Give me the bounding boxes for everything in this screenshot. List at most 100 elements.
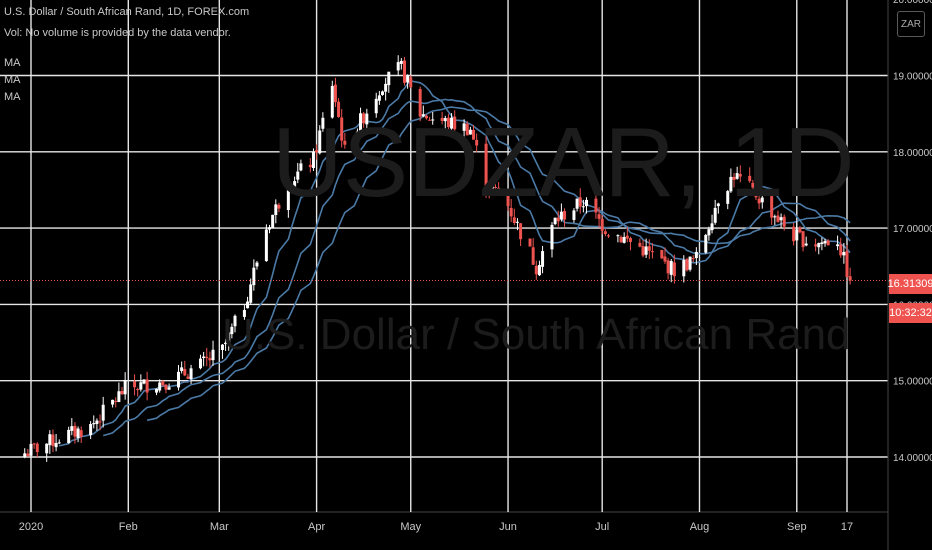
indicator-label-ma-1[interactable]: MA xyxy=(4,57,21,69)
candle-body xyxy=(67,429,71,443)
indicator-label-ma-2[interactable]: MA xyxy=(4,74,21,86)
candle-body xyxy=(79,430,83,437)
candle-body xyxy=(123,380,127,395)
candle-body xyxy=(189,368,193,380)
candle-body xyxy=(246,301,250,309)
x-tick-label: May xyxy=(400,521,421,533)
candle-body xyxy=(136,389,140,391)
candle-body xyxy=(581,206,585,208)
x-tick-label: Mar xyxy=(210,521,229,533)
candle-body xyxy=(293,181,297,187)
candle-body xyxy=(35,443,39,453)
candle-body xyxy=(227,332,231,343)
candle-body xyxy=(211,349,215,361)
candle-body xyxy=(264,229,268,262)
candle-body xyxy=(158,382,162,391)
x-tick-label: Jun xyxy=(499,521,517,533)
candle-body xyxy=(616,235,620,237)
candle-body xyxy=(352,140,356,144)
candle-body xyxy=(660,249,664,259)
candle-body xyxy=(202,356,206,359)
candle-body xyxy=(54,442,58,448)
candle-body xyxy=(98,421,102,423)
candle-body xyxy=(669,260,673,275)
candle-body xyxy=(515,221,519,223)
candle-body xyxy=(726,191,730,204)
candle-body xyxy=(48,434,52,446)
candle-body xyxy=(826,240,830,246)
candle-body xyxy=(528,238,532,247)
candle-body xyxy=(155,388,159,393)
moving-average-line-2 xyxy=(102,98,851,437)
candle-body xyxy=(70,426,74,431)
candle-body xyxy=(710,223,714,231)
candle-body xyxy=(89,424,93,436)
candle-body xyxy=(359,113,363,131)
candle-body xyxy=(600,218,604,231)
candle-body xyxy=(738,173,742,177)
candle-body xyxy=(619,236,623,243)
candle-body xyxy=(798,227,802,233)
candle-body xyxy=(578,197,582,207)
candle-body xyxy=(563,211,567,220)
candle-body xyxy=(820,242,824,245)
candle-body xyxy=(180,367,184,371)
candle-body xyxy=(748,175,752,182)
candle-body xyxy=(497,187,501,194)
y-tick-label: 19.00000 xyxy=(893,72,932,83)
candle-body xyxy=(308,164,312,168)
candle-body xyxy=(230,326,234,335)
candle-body xyxy=(472,129,476,140)
candle-body xyxy=(663,256,667,262)
candle-body xyxy=(311,151,315,169)
candle-body xyxy=(177,371,181,388)
candle-body xyxy=(559,211,563,220)
candle-body xyxy=(751,182,755,188)
currency-box[interactable]: ZAR xyxy=(897,11,925,37)
candle-body xyxy=(465,123,469,136)
candle-body xyxy=(823,240,827,244)
candle-body xyxy=(208,358,212,361)
y-tick-label: 20.00000 xyxy=(893,0,932,6)
candle-body xyxy=(381,91,385,95)
candle-body xyxy=(462,123,466,131)
candle-body xyxy=(431,119,435,121)
candle-body xyxy=(274,204,278,216)
candle-body xyxy=(446,117,450,128)
candle-body xyxy=(330,85,334,118)
candle-body xyxy=(161,381,165,386)
candle-body xyxy=(164,384,168,390)
candle-body xyxy=(365,113,369,125)
candle-body xyxy=(333,84,337,103)
candle-body xyxy=(95,420,99,424)
candle-body xyxy=(318,130,322,154)
candle-body xyxy=(666,260,670,274)
candle-body xyxy=(556,217,560,222)
chart-title: U.S. Dollar / South African Rand, 1D, FO… xyxy=(4,6,250,18)
y-tick-label: 14.00000 xyxy=(893,453,932,464)
candle-body xyxy=(450,117,454,129)
candle-body xyxy=(801,231,805,248)
candle-body xyxy=(644,246,648,255)
candle-body xyxy=(779,217,783,221)
candle-body xyxy=(277,204,281,209)
candle-body xyxy=(205,356,209,359)
y-tick-label: 15.00000 xyxy=(893,377,932,388)
candle-body xyxy=(760,197,764,203)
candle-body xyxy=(713,207,717,223)
candle-body xyxy=(418,88,422,117)
candle-body xyxy=(776,215,780,222)
candle-body xyxy=(233,315,237,327)
x-tick-label: Apr xyxy=(308,521,325,533)
candle-body xyxy=(120,390,124,395)
candle-body xyxy=(296,171,300,180)
x-tick-label: 2020 xyxy=(19,521,43,533)
candle-body xyxy=(101,404,105,421)
candle-body xyxy=(688,256,692,270)
indicator-label-ma-3[interactable]: MA xyxy=(4,91,21,103)
candle-body xyxy=(198,358,202,369)
candle-body xyxy=(111,399,115,405)
candle-body xyxy=(575,198,579,209)
moving-average-line-1 xyxy=(59,80,851,447)
